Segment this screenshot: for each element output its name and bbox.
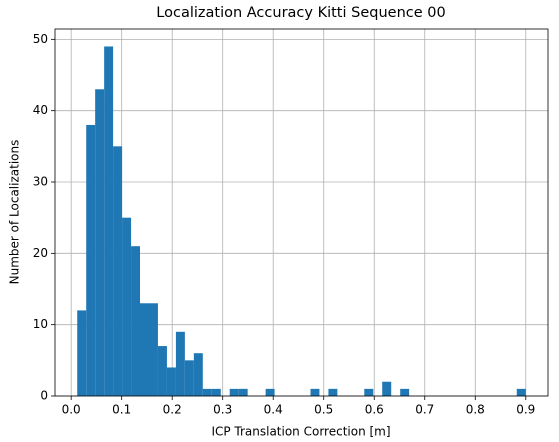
x-tick-label: 0.8	[466, 403, 485, 417]
bar	[157, 346, 167, 396]
bar	[265, 388, 275, 396]
bar	[211, 388, 221, 396]
bar	[122, 217, 132, 396]
bar	[310, 388, 320, 396]
bar	[113, 146, 123, 396]
bar	[364, 388, 374, 396]
bar	[184, 360, 194, 396]
y-tick-label: 10	[33, 317, 48, 331]
x-tick-label: 0.5	[314, 403, 333, 417]
bar	[140, 303, 150, 396]
bar	[229, 388, 239, 396]
bar	[149, 303, 158, 396]
y-tick-label: 20	[33, 246, 48, 260]
plot-frame	[54, 28, 549, 397]
x-tick-label: 0.6	[365, 403, 384, 417]
x-tick-label: 0.3	[213, 403, 232, 417]
bar	[400, 388, 410, 396]
x-tick-label: 0.7	[415, 403, 434, 417]
bar	[382, 381, 392, 396]
y-tick-label: 0	[40, 389, 48, 403]
y-tick-label: 50	[33, 32, 48, 46]
bar	[328, 388, 338, 396]
y-tick-label: 40	[33, 103, 48, 117]
bar	[166, 367, 176, 396]
x-tick-label: 0.4	[264, 403, 283, 417]
bar	[86, 124, 96, 396]
bar	[202, 388, 212, 396]
x-axis-label: ICP Translation Correction [m]	[211, 425, 390, 439]
x-tick-label: 0.2	[163, 403, 182, 417]
bar	[131, 246, 141, 396]
x-tick-label: 0.0	[62, 403, 81, 417]
bar	[77, 310, 87, 396]
x-tick-label: 0.9	[516, 403, 535, 417]
y-axis-label: Number of Localizations	[8, 140, 22, 285]
y-tick-label: 30	[33, 175, 48, 189]
bar	[175, 331, 185, 396]
x-tick-label: 0.1	[112, 403, 131, 417]
chart-title: Localization Accuracy Kitti Sequence 00	[156, 5, 445, 21]
bar	[95, 89, 105, 396]
bar	[104, 46, 114, 396]
bar	[193, 353, 203, 396]
bar	[516, 388, 526, 396]
bar	[238, 388, 248, 396]
